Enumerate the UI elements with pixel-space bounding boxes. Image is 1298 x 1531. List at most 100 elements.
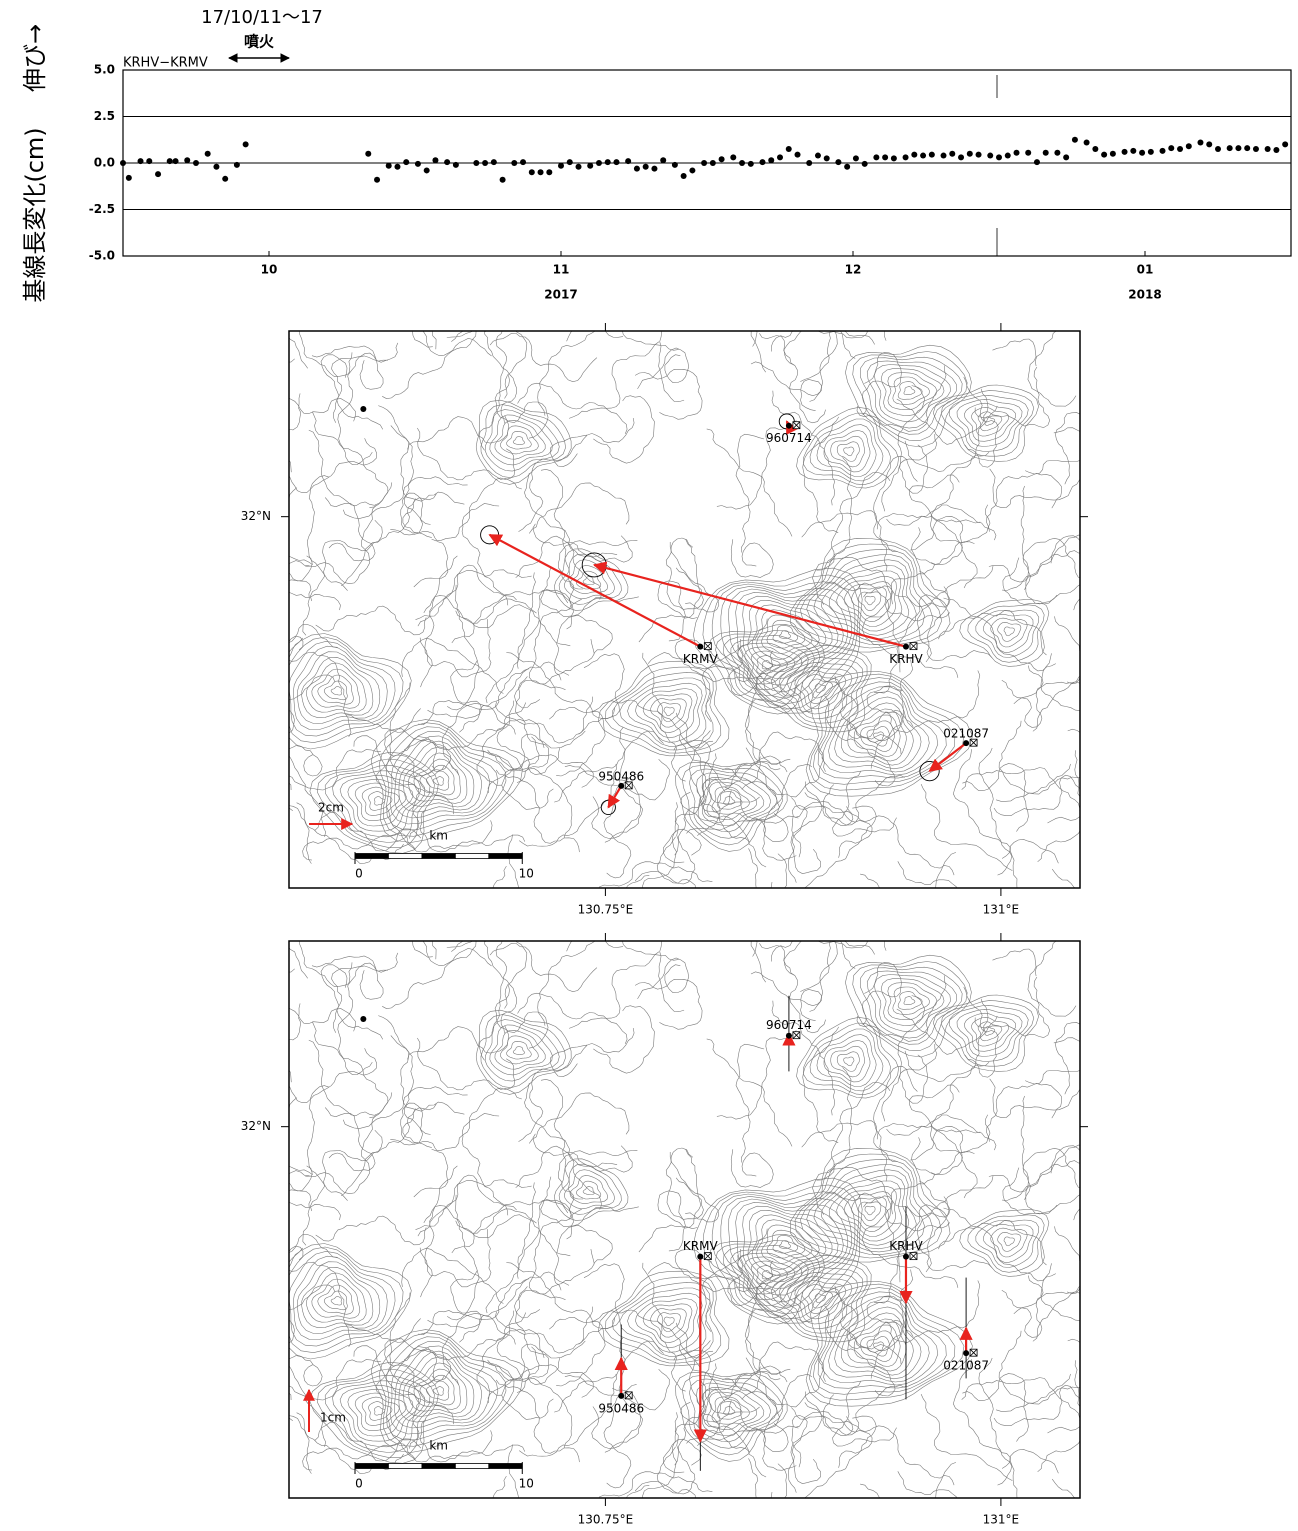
scalebar-segment [489,1464,522,1469]
data-point [1122,149,1128,155]
contour [860,874,922,940]
data-point [976,152,982,158]
contour [1033,616,1082,731]
contour [579,1264,625,1345]
contour [331,1297,341,1306]
contour [447,305,509,341]
contour [736,434,764,552]
contour [413,303,513,347]
contour [628,683,703,742]
contour [416,570,532,620]
contour [315,1422,421,1461]
data-point [155,171,161,177]
contour [299,926,388,987]
scalebar-segment [422,1464,455,1469]
contour [416,1180,532,1230]
data-point [374,177,380,183]
lon-label: 130.75°E [578,1513,634,1527]
data-point [835,159,841,165]
contour [287,919,372,978]
contour [820,1067,852,1199]
contour [1021,1096,1057,1214]
scalebar-label: 10 [519,867,534,881]
contour [1054,428,1141,468]
data-point [967,151,973,157]
contour [549,1317,605,1386]
data-point [205,151,211,157]
data-point [929,152,935,158]
data-point [806,160,812,166]
contour [269,561,311,636]
contour [1048,1410,1156,1448]
contour [960,600,1049,667]
contour [749,848,787,914]
station [903,1254,909,1260]
contour [404,701,513,750]
contour [1050,869,1092,959]
contour [679,735,790,786]
contour [863,571,950,607]
data-point [605,159,611,165]
data-point [1043,150,1049,156]
data-point [1168,145,1174,151]
station [618,1393,624,1399]
contour [874,732,884,741]
figure: 基線長変化(cm) 伸び→ 17/10/11～17 噴火 KRHV−KRMV 5… [0,0,1298,1531]
station-label: KRHV [889,652,923,666]
contour [1035,877,1123,977]
data-point [689,167,695,173]
contour [538,940,623,1026]
contour [757,1266,781,1284]
contour [447,585,479,710]
data-point [996,154,1002,160]
contour [307,1086,347,1201]
scalebar-segment [422,854,455,859]
contour [813,1288,955,1395]
contour [325,498,375,561]
contour [968,605,1044,663]
contour [218,1235,338,1279]
contour [846,1416,954,1485]
data-point [958,154,964,160]
contour [346,1325,451,1381]
data-point [681,173,687,179]
map: 130.75°E131°E32°N960714KRMVKRHV021087950… [186,834,1156,1531]
contour [987,1083,1062,1141]
contour [910,1126,977,1198]
contour [666,542,703,609]
scalebar-label: 10 [519,1477,534,1491]
data-point [911,152,917,158]
contour [403,1109,448,1198]
contour [998,1232,1021,1251]
data-point [882,154,888,160]
contour [318,675,354,704]
contour [751,362,822,411]
station [697,1254,703,1260]
contour [853,962,968,1051]
page: { "chart_data": { "type": "scatter", "yl… [0,0,1298,1531]
contour [853,352,968,441]
x-tick-label: 12 [845,263,862,277]
data-point [613,159,619,165]
contour [736,1044,764,1162]
x-tick-label: 01 [1137,263,1154,277]
contour [635,979,702,1029]
lon-label: 131°E [983,1513,1020,1527]
contour [979,748,1012,875]
contour [413,913,513,957]
contour [753,925,856,969]
data-point [1197,140,1203,146]
contour [424,1206,537,1234]
contour [772,391,835,506]
contour [823,775,905,825]
contour [837,442,859,462]
contour [269,1171,311,1246]
contour [447,915,509,951]
contour [676,762,788,851]
data-point [576,164,582,170]
data-point [1244,145,1250,151]
contour [316,1216,427,1245]
data-point [453,162,459,168]
data-point [546,169,552,175]
contour [802,511,887,572]
